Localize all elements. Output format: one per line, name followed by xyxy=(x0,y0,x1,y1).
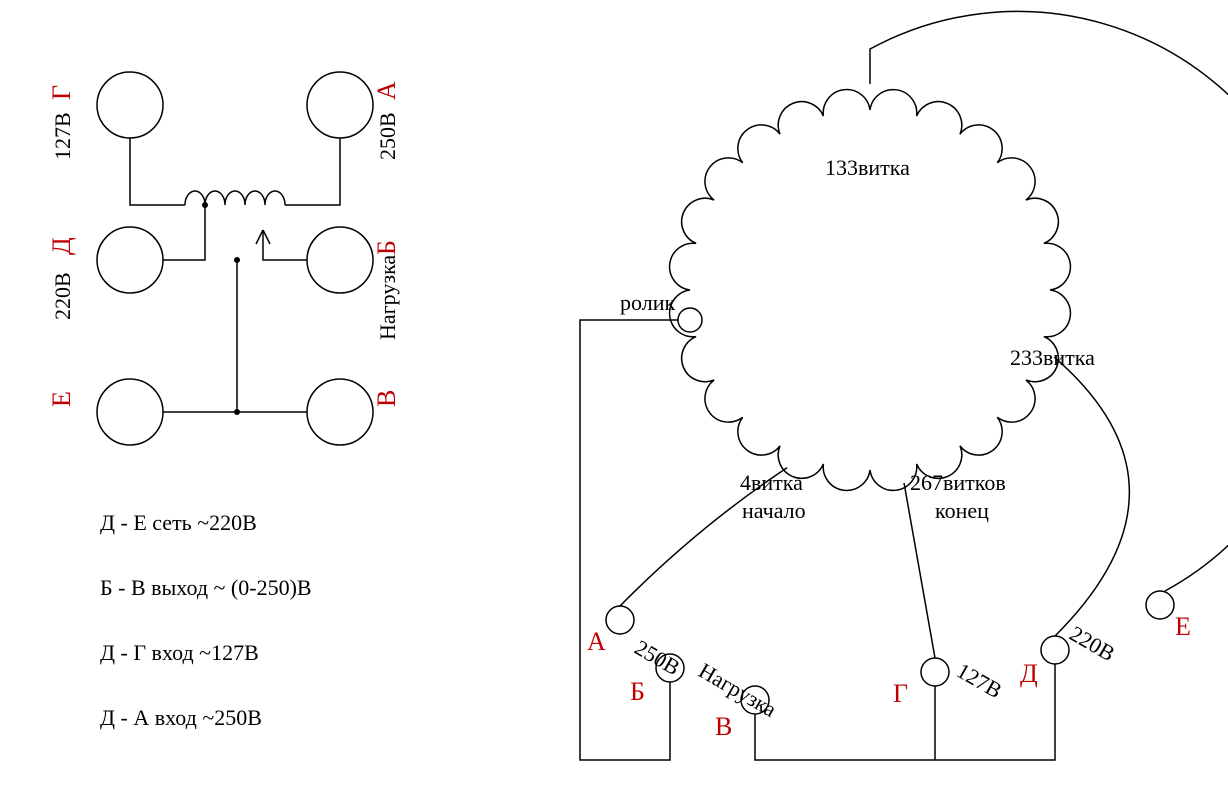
tap-t133: 133витка xyxy=(825,155,910,180)
rletter-B: Б xyxy=(630,677,645,706)
rletter-A: А xyxy=(587,627,606,656)
rterm-G xyxy=(921,658,949,686)
wire-233-D xyxy=(1054,357,1129,636)
wire-267-G xyxy=(904,483,935,658)
letter-E: Е xyxy=(47,391,76,407)
wire-b-wiper xyxy=(263,230,307,260)
legend-0: Д - Е сеть ~220В xyxy=(100,510,257,535)
rletter-D: Д xyxy=(1020,659,1038,688)
tap-t267: 267витков xyxy=(910,470,1006,495)
label-A: 250В xyxy=(375,112,400,160)
legend-3: Д - А вход ~250В xyxy=(100,705,262,730)
tap-t4: 4витка xyxy=(740,470,803,495)
wire-g-coil xyxy=(130,138,185,205)
node1 xyxy=(202,202,208,208)
legend-2: Д - Г вход ~127В xyxy=(100,640,259,665)
letter-G: Г xyxy=(47,85,76,100)
terminal-A xyxy=(307,72,373,138)
tap-t267b: конец xyxy=(935,498,989,523)
rterm-D xyxy=(1041,636,1069,664)
rlabel-G: 127В xyxy=(953,658,1007,703)
wire-a-coil xyxy=(285,138,340,205)
terminal-V xyxy=(307,379,373,445)
wire-top-E xyxy=(870,11,1228,591)
rlabel-B: Нагрузка xyxy=(695,658,781,722)
terminal-B xyxy=(307,227,373,293)
rterm-E xyxy=(1146,591,1174,619)
label-B: Нагрузка xyxy=(375,255,400,340)
terminal-E xyxy=(97,379,163,445)
label-D: 220В xyxy=(50,272,75,320)
terminal-D xyxy=(97,227,163,293)
rlabel-D: 220В xyxy=(1066,621,1120,666)
tap-rolik: ролик xyxy=(620,290,675,315)
legend-1: Б - В выход ~ (0-250)В xyxy=(100,575,312,600)
wire-d-tap xyxy=(163,205,205,260)
rterm-A xyxy=(606,606,634,634)
tap-t4b: начало xyxy=(742,498,806,523)
rolik-circle xyxy=(678,308,702,332)
node2 xyxy=(234,257,240,263)
tap-t233: 233витка xyxy=(1010,345,1095,370)
wire-rolik-B xyxy=(580,320,678,760)
coil xyxy=(185,191,285,205)
wire-e-up xyxy=(163,260,237,412)
letter-D: Д xyxy=(47,237,76,255)
rletter-G: Г xyxy=(893,679,908,708)
rletter-V: В xyxy=(715,712,732,741)
rletter-E: Е xyxy=(1175,612,1191,641)
letter-A: А xyxy=(372,81,401,100)
label-G: 127В xyxy=(50,112,75,160)
node3 xyxy=(234,409,240,415)
terminal-G xyxy=(97,72,163,138)
toroid xyxy=(670,90,1071,491)
letter-B: Б xyxy=(372,240,401,255)
letter-V: В xyxy=(372,390,401,407)
